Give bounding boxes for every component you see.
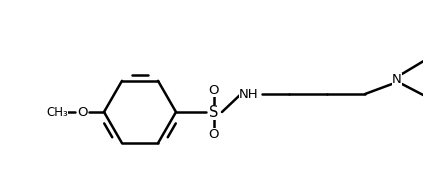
Text: S: S (209, 105, 219, 120)
Text: O: O (209, 83, 219, 96)
Text: CH₃: CH₃ (46, 105, 68, 119)
Text: O: O (77, 105, 87, 119)
Text: NH: NH (239, 88, 259, 100)
Text: O: O (209, 127, 219, 141)
Text: N: N (392, 73, 402, 85)
